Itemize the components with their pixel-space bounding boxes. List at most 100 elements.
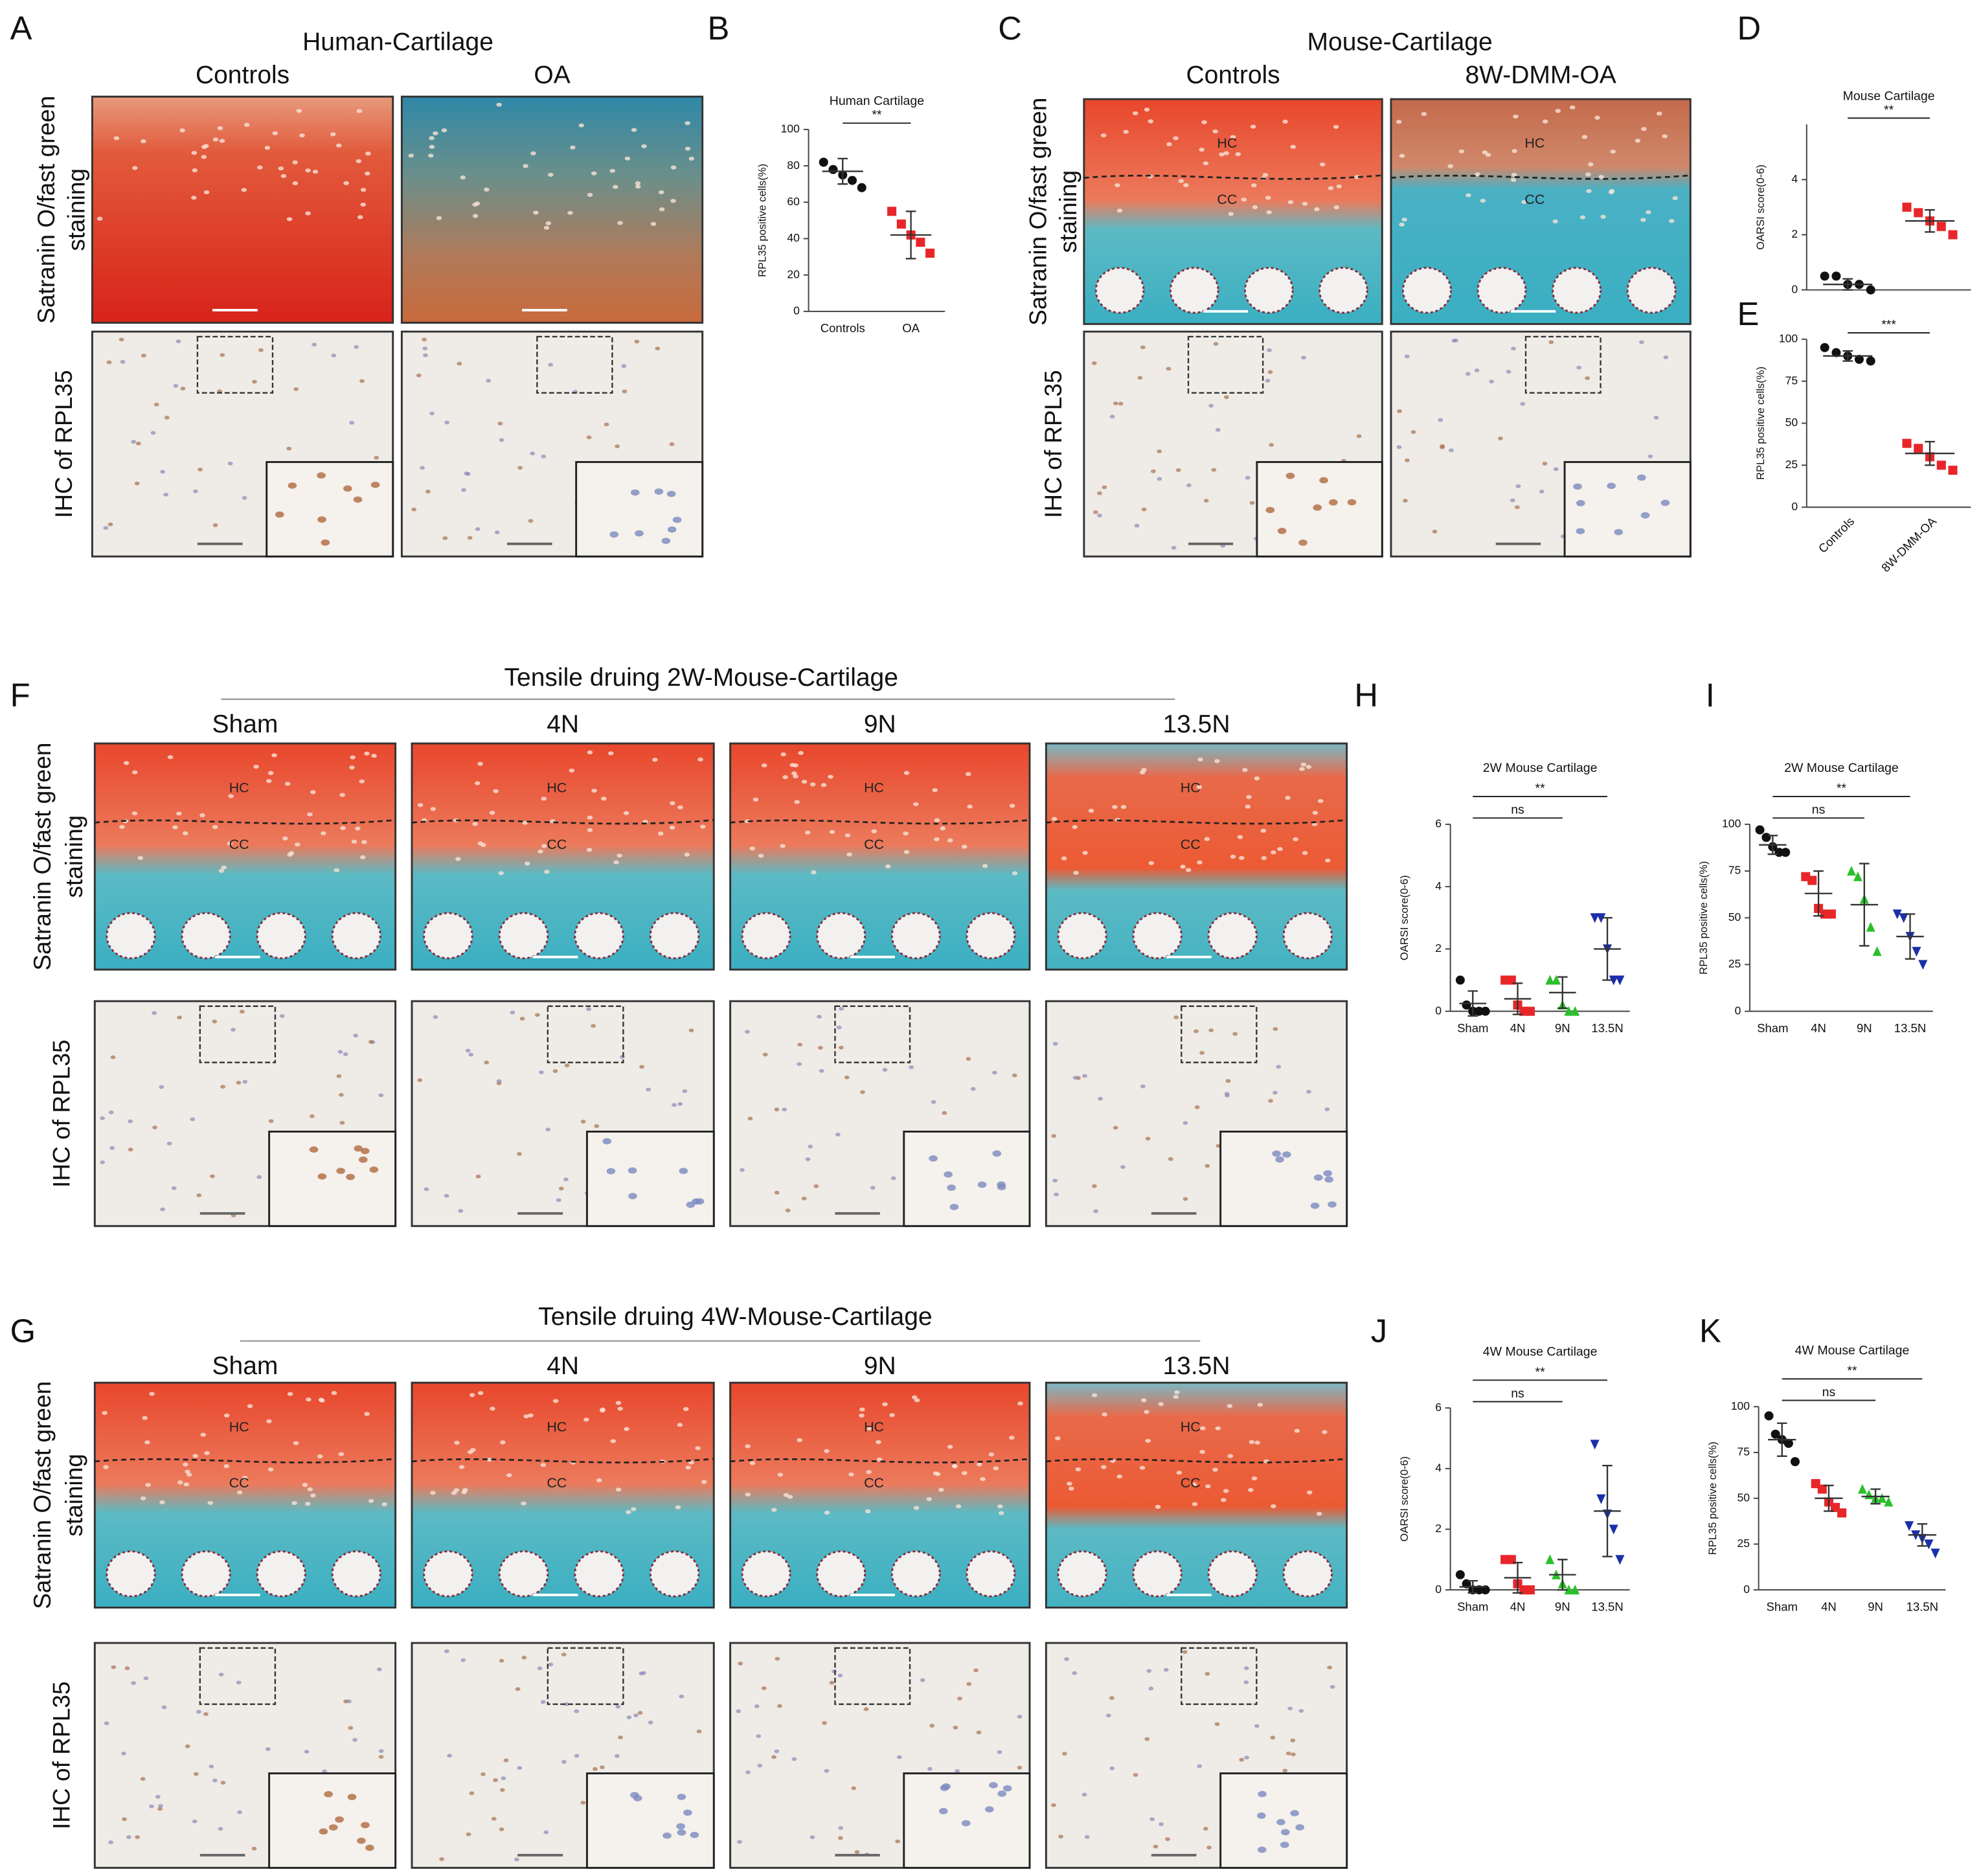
inset-cell (1573, 483, 1582, 490)
cell (1176, 1471, 1183, 1475)
cell (207, 1500, 214, 1506)
cell (624, 156, 631, 161)
cell (481, 1772, 486, 1776)
point (1455, 1570, 1465, 1579)
row-label: IHC of RPL35 (1039, 370, 1067, 518)
point (1761, 833, 1771, 842)
cell (236, 1490, 243, 1495)
cell (190, 1117, 196, 1122)
cell (1669, 219, 1675, 223)
cell (1212, 1467, 1218, 1472)
marrow (574, 912, 624, 960)
cell (780, 844, 786, 848)
cell (991, 1070, 997, 1075)
cell (1277, 846, 1283, 852)
cell (1109, 1766, 1115, 1770)
cell (1017, 1765, 1023, 1770)
cell (489, 811, 495, 815)
inset-cell (317, 516, 326, 523)
marrow (816, 912, 866, 960)
cell (1009, 804, 1015, 808)
point (1948, 230, 1958, 240)
cell (1402, 499, 1408, 503)
cell (140, 1496, 146, 1500)
cell (1132, 111, 1138, 116)
cell (258, 348, 264, 352)
cell (493, 1778, 499, 1782)
point (1866, 921, 1875, 932)
cell (1287, 1706, 1293, 1711)
cell (745, 1492, 751, 1497)
panel-title: Mouse-Cartilage (1307, 28, 1493, 56)
cell (1144, 1410, 1149, 1414)
cell (1091, 361, 1097, 365)
cell (466, 1832, 471, 1836)
zoom-box (1181, 1647, 1258, 1705)
cell (544, 870, 550, 874)
cell (1140, 345, 1146, 350)
cell (110, 1055, 116, 1059)
inset-cell (1257, 1846, 1267, 1853)
cell (1447, 164, 1453, 168)
cell (903, 831, 909, 836)
cell (1241, 198, 1247, 202)
cell (1520, 401, 1526, 406)
cell (271, 753, 277, 758)
chart-title: 4W Mouse Cartilage (1795, 1344, 1910, 1358)
significance-label: *** (1881, 317, 1896, 332)
cell (1257, 1403, 1263, 1407)
marrow (1319, 267, 1368, 314)
cell (785, 1208, 791, 1213)
cell (1294, 1429, 1300, 1433)
inset-cell (686, 1201, 696, 1208)
cell (1513, 114, 1519, 119)
zone-boundary (411, 1458, 714, 1464)
zoom-box (199, 1647, 277, 1705)
inset-cell (940, 1785, 949, 1791)
inset-cell (336, 1168, 345, 1175)
cell (835, 1133, 841, 1136)
cell (1191, 1482, 1197, 1487)
chart-title: 2W Mouse Cartilage (1483, 761, 1598, 775)
marrow (649, 1550, 700, 1598)
y-tick-label: 2 (1791, 227, 1798, 240)
cell (973, 1668, 979, 1673)
zone-label: CC (229, 837, 249, 852)
cell (1113, 1125, 1118, 1130)
cell (749, 846, 756, 851)
cell (1610, 150, 1616, 154)
cell (503, 1758, 509, 1763)
cell (1317, 798, 1324, 804)
cell (304, 1502, 311, 1506)
cell (465, 472, 471, 476)
x-tick-label: 4N (1821, 1599, 1837, 1613)
cell (640, 1671, 646, 1675)
point (1877, 1493, 1887, 1503)
cell (378, 1749, 384, 1753)
cell (685, 146, 691, 151)
cell (157, 1807, 163, 1811)
cell (1141, 767, 1147, 773)
cell (817, 1015, 822, 1019)
point (916, 238, 925, 247)
cell (1282, 1769, 1288, 1773)
cell (821, 783, 827, 787)
cell (494, 530, 500, 534)
cell (266, 779, 272, 784)
cell (639, 1065, 645, 1069)
cell (540, 1463, 547, 1467)
cell (460, 1658, 466, 1662)
cell (159, 1500, 165, 1505)
cell (594, 1124, 600, 1128)
cell (1324, 858, 1331, 863)
cell (192, 168, 198, 173)
cell (457, 361, 462, 366)
point (1545, 1554, 1555, 1565)
cell (142, 1416, 148, 1420)
cell (135, 1835, 140, 1839)
point (1807, 876, 1817, 885)
cell (1120, 1165, 1126, 1170)
inset-cell (667, 526, 677, 533)
y-tick-label: 20 (787, 267, 800, 280)
cell (701, 1480, 707, 1484)
